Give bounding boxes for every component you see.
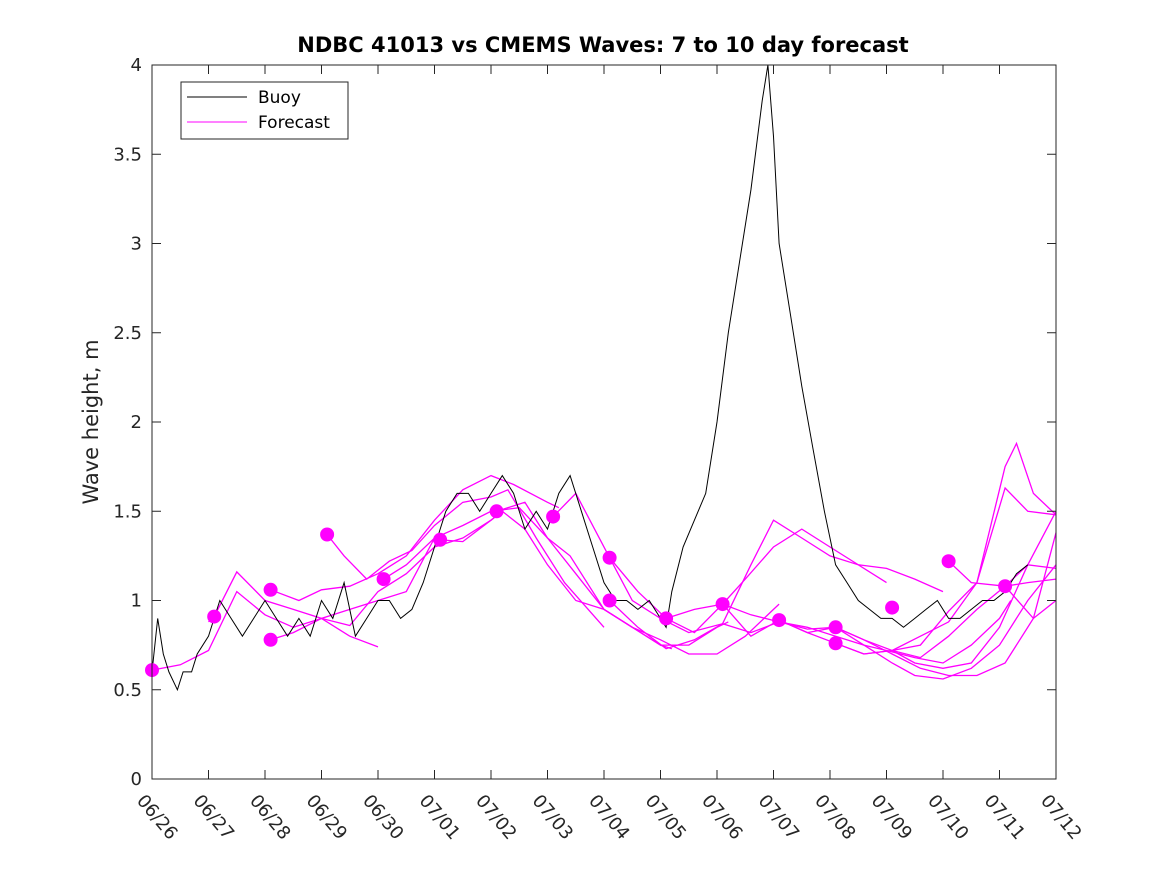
x-tick-label: 07/05 (641, 791, 690, 844)
forecast-marker-11-1 (602, 593, 617, 608)
x-tick-label: 07/11 (980, 791, 1029, 844)
y-tick-label: 2.5 (113, 323, 142, 344)
y-tick-label: 0 (131, 769, 142, 790)
y-axis: 0 0.5 1 1.5 2 2.5 3 3.5 4 (113, 55, 1056, 790)
y-tick-label: 1 (131, 591, 142, 612)
forecast-marker-2-1 (207, 609, 222, 624)
x-tick-label: 07/03 (528, 791, 577, 844)
x-tick-label: 07/06 (697, 791, 746, 844)
forecast-line-5 (326, 488, 605, 628)
forecast-line-7 (440, 510, 729, 646)
forecast-line-11 (609, 600, 1012, 664)
forecast-marker-18-1 (941, 554, 956, 569)
forecast-series (151, 441, 1057, 680)
forecast-marker-14-1 (772, 613, 787, 628)
forecast-marker-10-1 (602, 550, 617, 565)
x-tick-label: 06/30 (358, 791, 407, 844)
forecast-marker-4-1 (263, 582, 278, 597)
forecast-markers (145, 504, 1013, 678)
legend: Buoy Forecast (180, 81, 349, 140)
legend-box (180, 81, 349, 140)
y-tick-label: 3 (131, 234, 142, 255)
x-tick-label: 07/07 (754, 791, 803, 844)
x-tick-label: 06/26 (132, 791, 181, 844)
x-tick-label: 07/12 (1036, 791, 1085, 844)
x-tick-label: 06/27 (189, 791, 238, 844)
forecast-line-16 (835, 486, 1057, 655)
forecast-line-19 (1004, 585, 1057, 620)
forecast-line-3 (270, 510, 503, 641)
x-tick-label: 06/28 (245, 791, 294, 844)
forecast-marker-6-1 (376, 572, 391, 587)
forecast-marker-12-1 (659, 611, 674, 626)
forecast-line-17 (891, 441, 1057, 652)
forecast-marker-9-1 (546, 509, 561, 524)
buoy-line (151, 64, 1029, 692)
x-tick-label: 07/04 (584, 791, 633, 844)
forecast-marker-19-1 (998, 579, 1013, 594)
x-tick-label: 07/09 (867, 791, 916, 844)
forecast-marker-5-1 (320, 527, 335, 542)
x-tick-label: 07/01 (415, 791, 464, 844)
forecast-line-2 (208, 537, 436, 623)
legend-buoy-label: Buoy (258, 88, 301, 108)
forecast-line-15 (835, 578, 1057, 659)
chart-title: NDBC 41013 vs CMEMS Waves: 7 to 10 day f… (297, 33, 908, 57)
y-axis-label: Wave height, m (79, 339, 103, 504)
forecast-marker-17-1 (885, 600, 900, 615)
forecast-line-1 (151, 590, 379, 671)
y-tick-label: 1.5 (113, 501, 142, 522)
legend-forecast-label: Forecast (258, 113, 330, 133)
x-tick-label: 06/29 (302, 791, 351, 844)
x-tick-label: 07/10 (923, 791, 972, 844)
buoy-series (151, 64, 1029, 692)
forecast-line-4 (270, 474, 560, 602)
forecast-marker-16-1 (828, 636, 843, 651)
y-tick-label: 4 (131, 55, 142, 76)
x-tick-label: 07/08 (810, 791, 859, 844)
forecast-marker-8-1 (489, 504, 504, 519)
forecast-line-14 (778, 532, 1057, 677)
forecast-marker-7-1 (433, 532, 448, 547)
forecast-marker-3-1 (263, 632, 278, 647)
y-tick-label: 0.5 (113, 680, 142, 701)
x-tick-label: 07/02 (471, 791, 520, 844)
plot-area (152, 65, 1056, 779)
forecast-marker-15-1 (828, 620, 843, 635)
forecast-marker-13-1 (715, 597, 730, 612)
y-tick-label: 2 (131, 412, 142, 433)
y-tick-label: 3.5 (113, 144, 142, 165)
